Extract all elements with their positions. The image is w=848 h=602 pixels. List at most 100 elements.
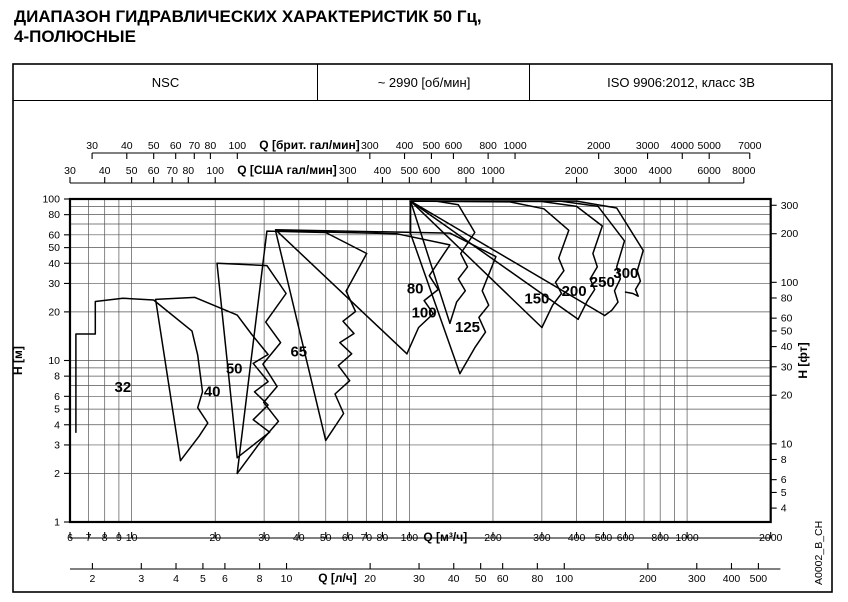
svg-text:4: 4 [54,419,60,431]
svg-text:125: 125 [455,319,480,336]
svg-text:20: 20 [781,390,793,402]
svg-text:400: 400 [723,573,741,585]
svg-text:200: 200 [562,283,587,300]
svg-text:100: 100 [781,277,799,289]
svg-text:8000: 8000 [732,165,756,177]
svg-text:20: 20 [364,573,376,585]
svg-text:400: 400 [374,165,392,177]
svg-text:50: 50 [475,573,487,585]
svg-text:60: 60 [781,313,793,325]
svg-text:40: 40 [781,341,793,353]
svg-text:30: 30 [781,361,793,373]
svg-text:500: 500 [401,165,419,177]
svg-text:60: 60 [48,229,60,241]
svg-text:40: 40 [48,258,60,270]
svg-text:8: 8 [781,454,787,466]
svg-text:3000: 3000 [636,140,660,152]
svg-text:6: 6 [54,391,60,403]
svg-text:4: 4 [781,503,787,515]
svg-text:2000: 2000 [565,165,589,177]
svg-text:40: 40 [204,383,221,400]
svg-text:800: 800 [651,532,669,544]
svg-text:1: 1 [54,517,60,529]
svg-text:100: 100 [42,194,60,206]
svg-text:50: 50 [126,165,138,177]
svg-text:5: 5 [781,487,787,499]
svg-text:30: 30 [258,532,270,544]
svg-text:20: 20 [209,532,221,544]
svg-text:2000: 2000 [587,140,611,152]
svg-text:600: 600 [617,532,635,544]
svg-text:50: 50 [320,532,332,544]
svg-text:80: 80 [532,573,544,585]
svg-text:20: 20 [48,306,60,318]
svg-text:8: 8 [257,573,263,585]
svg-text:Q [м³/ч]: Q [м³/ч] [423,530,467,544]
svg-text:600: 600 [445,140,463,152]
svg-text:500: 500 [595,532,613,544]
svg-text:7: 7 [86,532,92,544]
svg-text:80: 80 [182,165,194,177]
svg-text:300: 300 [688,573,706,585]
svg-text:50: 50 [226,361,243,378]
svg-text:300: 300 [781,200,799,212]
svg-text:400: 400 [568,532,586,544]
svg-text:80: 80 [205,140,217,152]
svg-text:Q [л/ч]: Q [л/ч] [318,571,357,585]
svg-text:70: 70 [360,532,372,544]
svg-text:100: 100 [229,140,247,152]
svg-text:80: 80 [407,281,424,298]
svg-text:200: 200 [484,532,502,544]
svg-text:4: 4 [173,573,179,585]
svg-text:800: 800 [479,140,497,152]
svg-text:6000: 6000 [697,165,721,177]
svg-text:Q [США гал/мин]: Q [США гал/мин] [237,163,337,177]
svg-text:30: 30 [64,165,76,177]
svg-text:10: 10 [781,438,793,450]
svg-text:9: 9 [116,532,122,544]
svg-text:1000: 1000 [481,165,505,177]
svg-text:10: 10 [281,573,293,585]
svg-text:60: 60 [342,532,354,544]
svg-text:8: 8 [54,371,60,383]
svg-text:300: 300 [361,140,379,152]
svg-text:600: 600 [423,165,441,177]
svg-text:50: 50 [148,140,160,152]
svg-text:250: 250 [590,274,615,291]
svg-text:70: 70 [166,165,178,177]
svg-text:100: 100 [412,304,437,321]
svg-text:1000: 1000 [675,532,699,544]
svg-text:2000: 2000 [759,532,783,544]
svg-text:400: 400 [396,140,414,152]
svg-text:500: 500 [750,573,768,585]
svg-text:100: 100 [206,165,224,177]
svg-text:800: 800 [457,165,475,177]
svg-text:50: 50 [48,242,60,254]
svg-text:8: 8 [102,532,108,544]
svg-text:300: 300 [613,265,638,282]
svg-text:4000: 4000 [671,140,695,152]
svg-text:30: 30 [413,573,425,585]
svg-text:A0002_B_CH: A0002_B_CH [813,521,825,585]
svg-text:100: 100 [556,573,574,585]
svg-text:6: 6 [67,532,73,544]
svg-text:5000: 5000 [698,140,722,152]
svg-text:40: 40 [121,140,133,152]
svg-text:7000: 7000 [738,140,762,152]
svg-text:30: 30 [86,140,98,152]
svg-text:2: 2 [89,573,95,585]
svg-text:80: 80 [377,532,389,544]
svg-text:80: 80 [781,293,793,305]
svg-text:70: 70 [188,140,200,152]
svg-text:100: 100 [401,532,419,544]
svg-text:6: 6 [222,573,228,585]
svg-text:6: 6 [781,474,787,486]
svg-text:5: 5 [54,404,60,416]
svg-text:1000: 1000 [503,140,527,152]
svg-text:4000: 4000 [649,165,673,177]
svg-text:2: 2 [54,468,60,480]
svg-text:32: 32 [115,379,132,396]
svg-text:3: 3 [138,573,144,585]
svg-text:50: 50 [781,325,793,337]
svg-text:200: 200 [781,228,799,240]
